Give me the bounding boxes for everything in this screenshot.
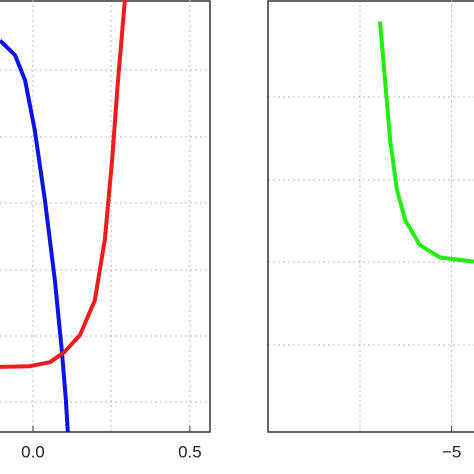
- plot-area: [378, 21, 474, 264]
- x-tick-label: 0.5: [178, 442, 202, 461]
- plot-area: [0, 0, 127, 432]
- frames: [0, 0, 474, 433]
- x-tick-label: 0.0: [21, 442, 45, 461]
- line-series: [0, 0, 127, 369]
- line-series: [378, 21, 474, 264]
- x-tick-label: −5: [442, 442, 461, 461]
- line-series: [0, 39, 70, 432]
